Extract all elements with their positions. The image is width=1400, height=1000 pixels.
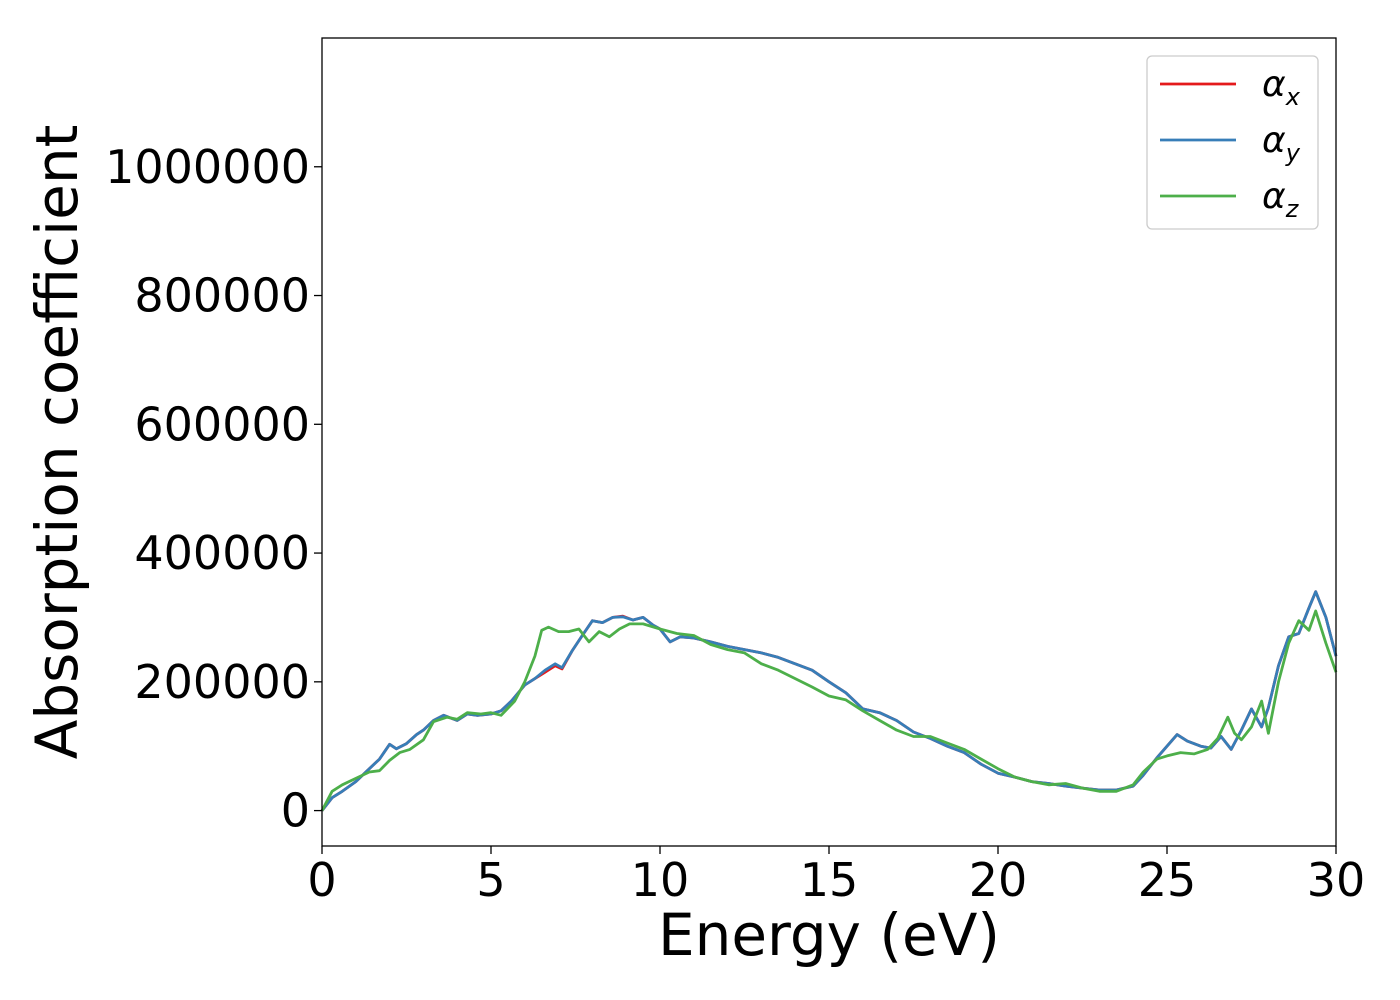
x-tick-label: 25 bbox=[1138, 853, 1197, 907]
legend-symbol: α bbox=[1262, 176, 1286, 217]
y-tick-label: 1000000 bbox=[105, 140, 310, 194]
y-tick-label: 200000 bbox=[134, 655, 310, 709]
y-axis-label: Absorption coefficient bbox=[23, 125, 91, 760]
x-tick-label: 10 bbox=[631, 853, 690, 907]
legend-subscript: x bbox=[1285, 83, 1301, 111]
legend-symbol: α bbox=[1262, 120, 1286, 161]
x-tick-label: 0 bbox=[307, 853, 336, 907]
legend-entry-y: αy bbox=[1262, 120, 1301, 167]
axis-ticks: 0 5 10 15 20 25 30 0 200000 400000 600000 800000 100… bbox=[105, 140, 1365, 907]
legend-subscript: y bbox=[1285, 139, 1301, 167]
x-tick-label: 5 bbox=[476, 853, 505, 907]
series-line-y bbox=[320, 590, 1338, 812]
x-tick-label: 30 bbox=[1307, 853, 1366, 907]
x-axis-label: Energy (eV) bbox=[658, 901, 1000, 969]
y-tick-label: 0 bbox=[281, 784, 310, 838]
legend-subscript: z bbox=[1285, 195, 1300, 223]
x-tick-label: 15 bbox=[800, 853, 859, 907]
legend-entry-x: αx bbox=[1262, 64, 1301, 111]
plot-lines bbox=[320, 590, 1338, 812]
x-tick-label: 20 bbox=[969, 853, 1028, 907]
legend-box bbox=[1146, 55, 1319, 230]
y-tick-label: 600000 bbox=[134, 397, 310, 451]
legend-symbol: α bbox=[1262, 64, 1286, 105]
legend-entry-z: αz bbox=[1262, 176, 1300, 223]
series-line-x bbox=[320, 590, 1338, 812]
y-tick-label: 400000 bbox=[134, 526, 310, 580]
series-line-z bbox=[320, 609, 1338, 812]
y-tick-label: 800000 bbox=[134, 269, 310, 323]
